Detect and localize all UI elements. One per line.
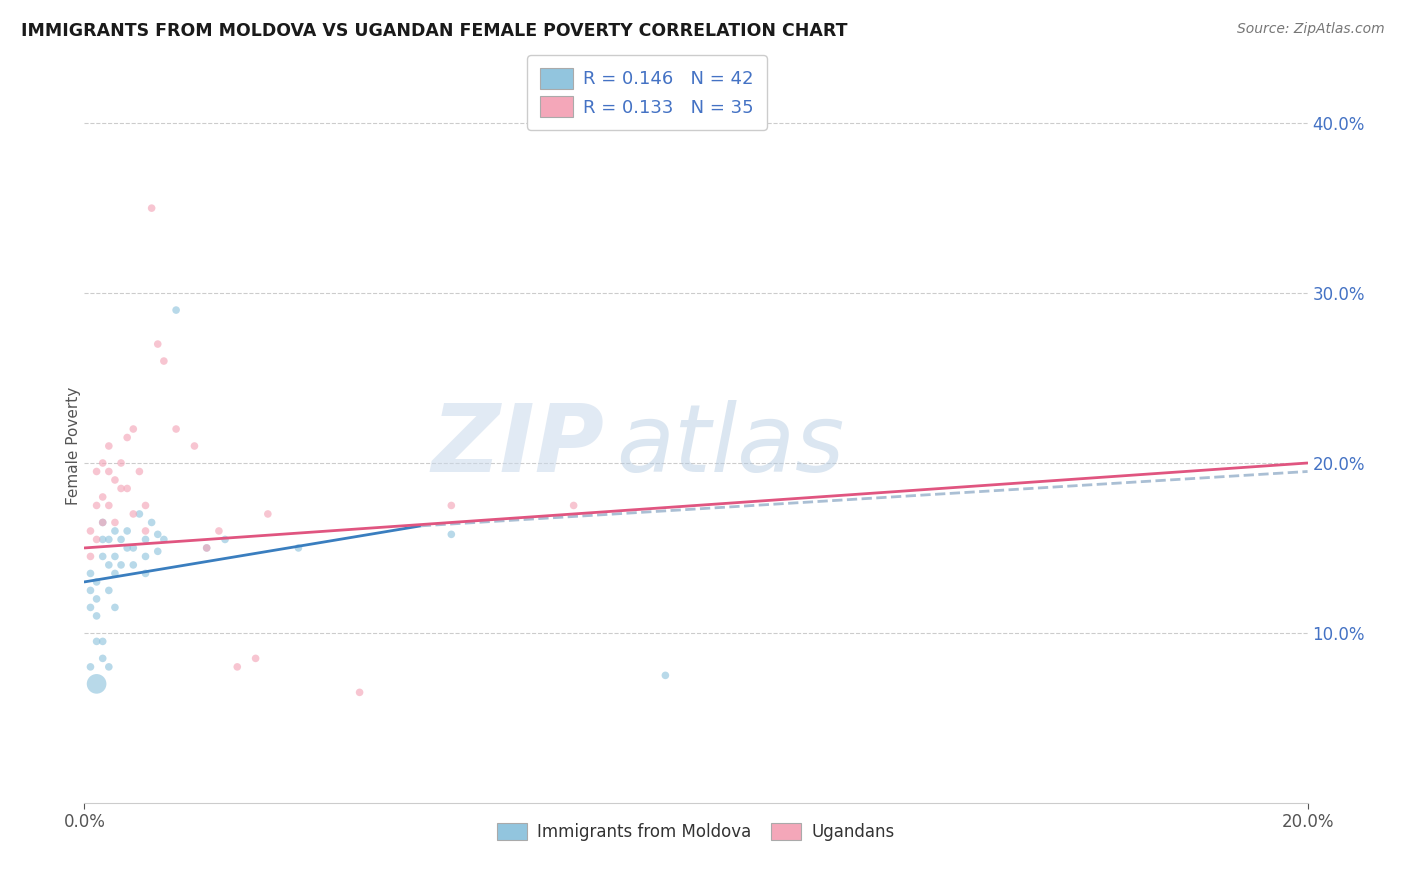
Point [183, 439, 205, 453]
Point [104, 549, 127, 564]
Point [128, 507, 150, 521]
Text: IMMIGRANTS FROM MOLDOVA VS UGANDAN FEMALE POVERTY CORRELATION CHART: IMMIGRANTS FROM MOLDOVA VS UGANDAN FEMAL… [21, 22, 848, 40]
Point [104, 473, 127, 487]
Point [97, 465, 120, 479]
Point [97, 660, 120, 674]
Point [79, 524, 101, 538]
Point [135, 566, 157, 581]
Y-axis label: Female Poverty: Female Poverty [66, 387, 80, 505]
Point [104, 524, 127, 538]
Point [165, 422, 187, 436]
Point [110, 456, 132, 470]
Point [440, 499, 463, 513]
Point [245, 651, 267, 665]
Point [110, 482, 132, 496]
Point [122, 541, 145, 555]
Point [91, 533, 114, 547]
Point [91, 634, 114, 648]
Point [128, 465, 150, 479]
Point [562, 499, 585, 513]
Point [79, 549, 101, 564]
Point [141, 516, 163, 530]
Point [97, 533, 120, 547]
Point [654, 668, 676, 682]
Point [122, 422, 145, 436]
Point [91, 516, 114, 530]
Text: atlas: atlas [616, 401, 845, 491]
Text: ZIP: ZIP [432, 400, 605, 492]
Point [91, 456, 114, 470]
Point [115, 482, 138, 496]
Point [135, 524, 157, 538]
Point [165, 303, 187, 318]
Point [97, 499, 120, 513]
Point [122, 507, 145, 521]
Point [91, 490, 114, 504]
Point [146, 337, 169, 351]
Point [97, 583, 120, 598]
Point [226, 660, 249, 674]
Point [91, 549, 114, 564]
Point [214, 533, 236, 547]
Point [86, 677, 108, 691]
Point [104, 566, 127, 581]
Point [97, 558, 120, 572]
Legend: Immigrants from Moldova, Ugandans: Immigrants from Moldova, Ugandans [491, 816, 901, 848]
Point [110, 533, 132, 547]
Point [86, 499, 108, 513]
Point [110, 558, 132, 572]
Point [115, 541, 138, 555]
Point [195, 541, 218, 555]
Point [97, 439, 120, 453]
Point [79, 600, 101, 615]
Point [135, 533, 157, 547]
Point [104, 600, 127, 615]
Point [79, 660, 101, 674]
Point [287, 541, 309, 555]
Text: Source: ZipAtlas.com: Source: ZipAtlas.com [1237, 22, 1385, 37]
Point [146, 544, 169, 558]
Point [91, 516, 114, 530]
Point [122, 558, 145, 572]
Point [86, 591, 108, 606]
Point [86, 465, 108, 479]
Point [257, 507, 280, 521]
Point [91, 651, 114, 665]
Point [153, 533, 176, 547]
Point [104, 516, 127, 530]
Point [146, 527, 169, 541]
Point [115, 430, 138, 444]
Point [195, 541, 218, 555]
Point [135, 499, 157, 513]
Point [86, 533, 108, 547]
Point [440, 527, 463, 541]
Point [86, 634, 108, 648]
Point [79, 583, 101, 598]
Point [115, 524, 138, 538]
Point [153, 354, 176, 368]
Point [86, 574, 108, 589]
Point [141, 201, 163, 215]
Point [86, 608, 108, 623]
Point [79, 566, 101, 581]
Point [208, 524, 231, 538]
Point [135, 549, 157, 564]
Point [349, 685, 371, 699]
